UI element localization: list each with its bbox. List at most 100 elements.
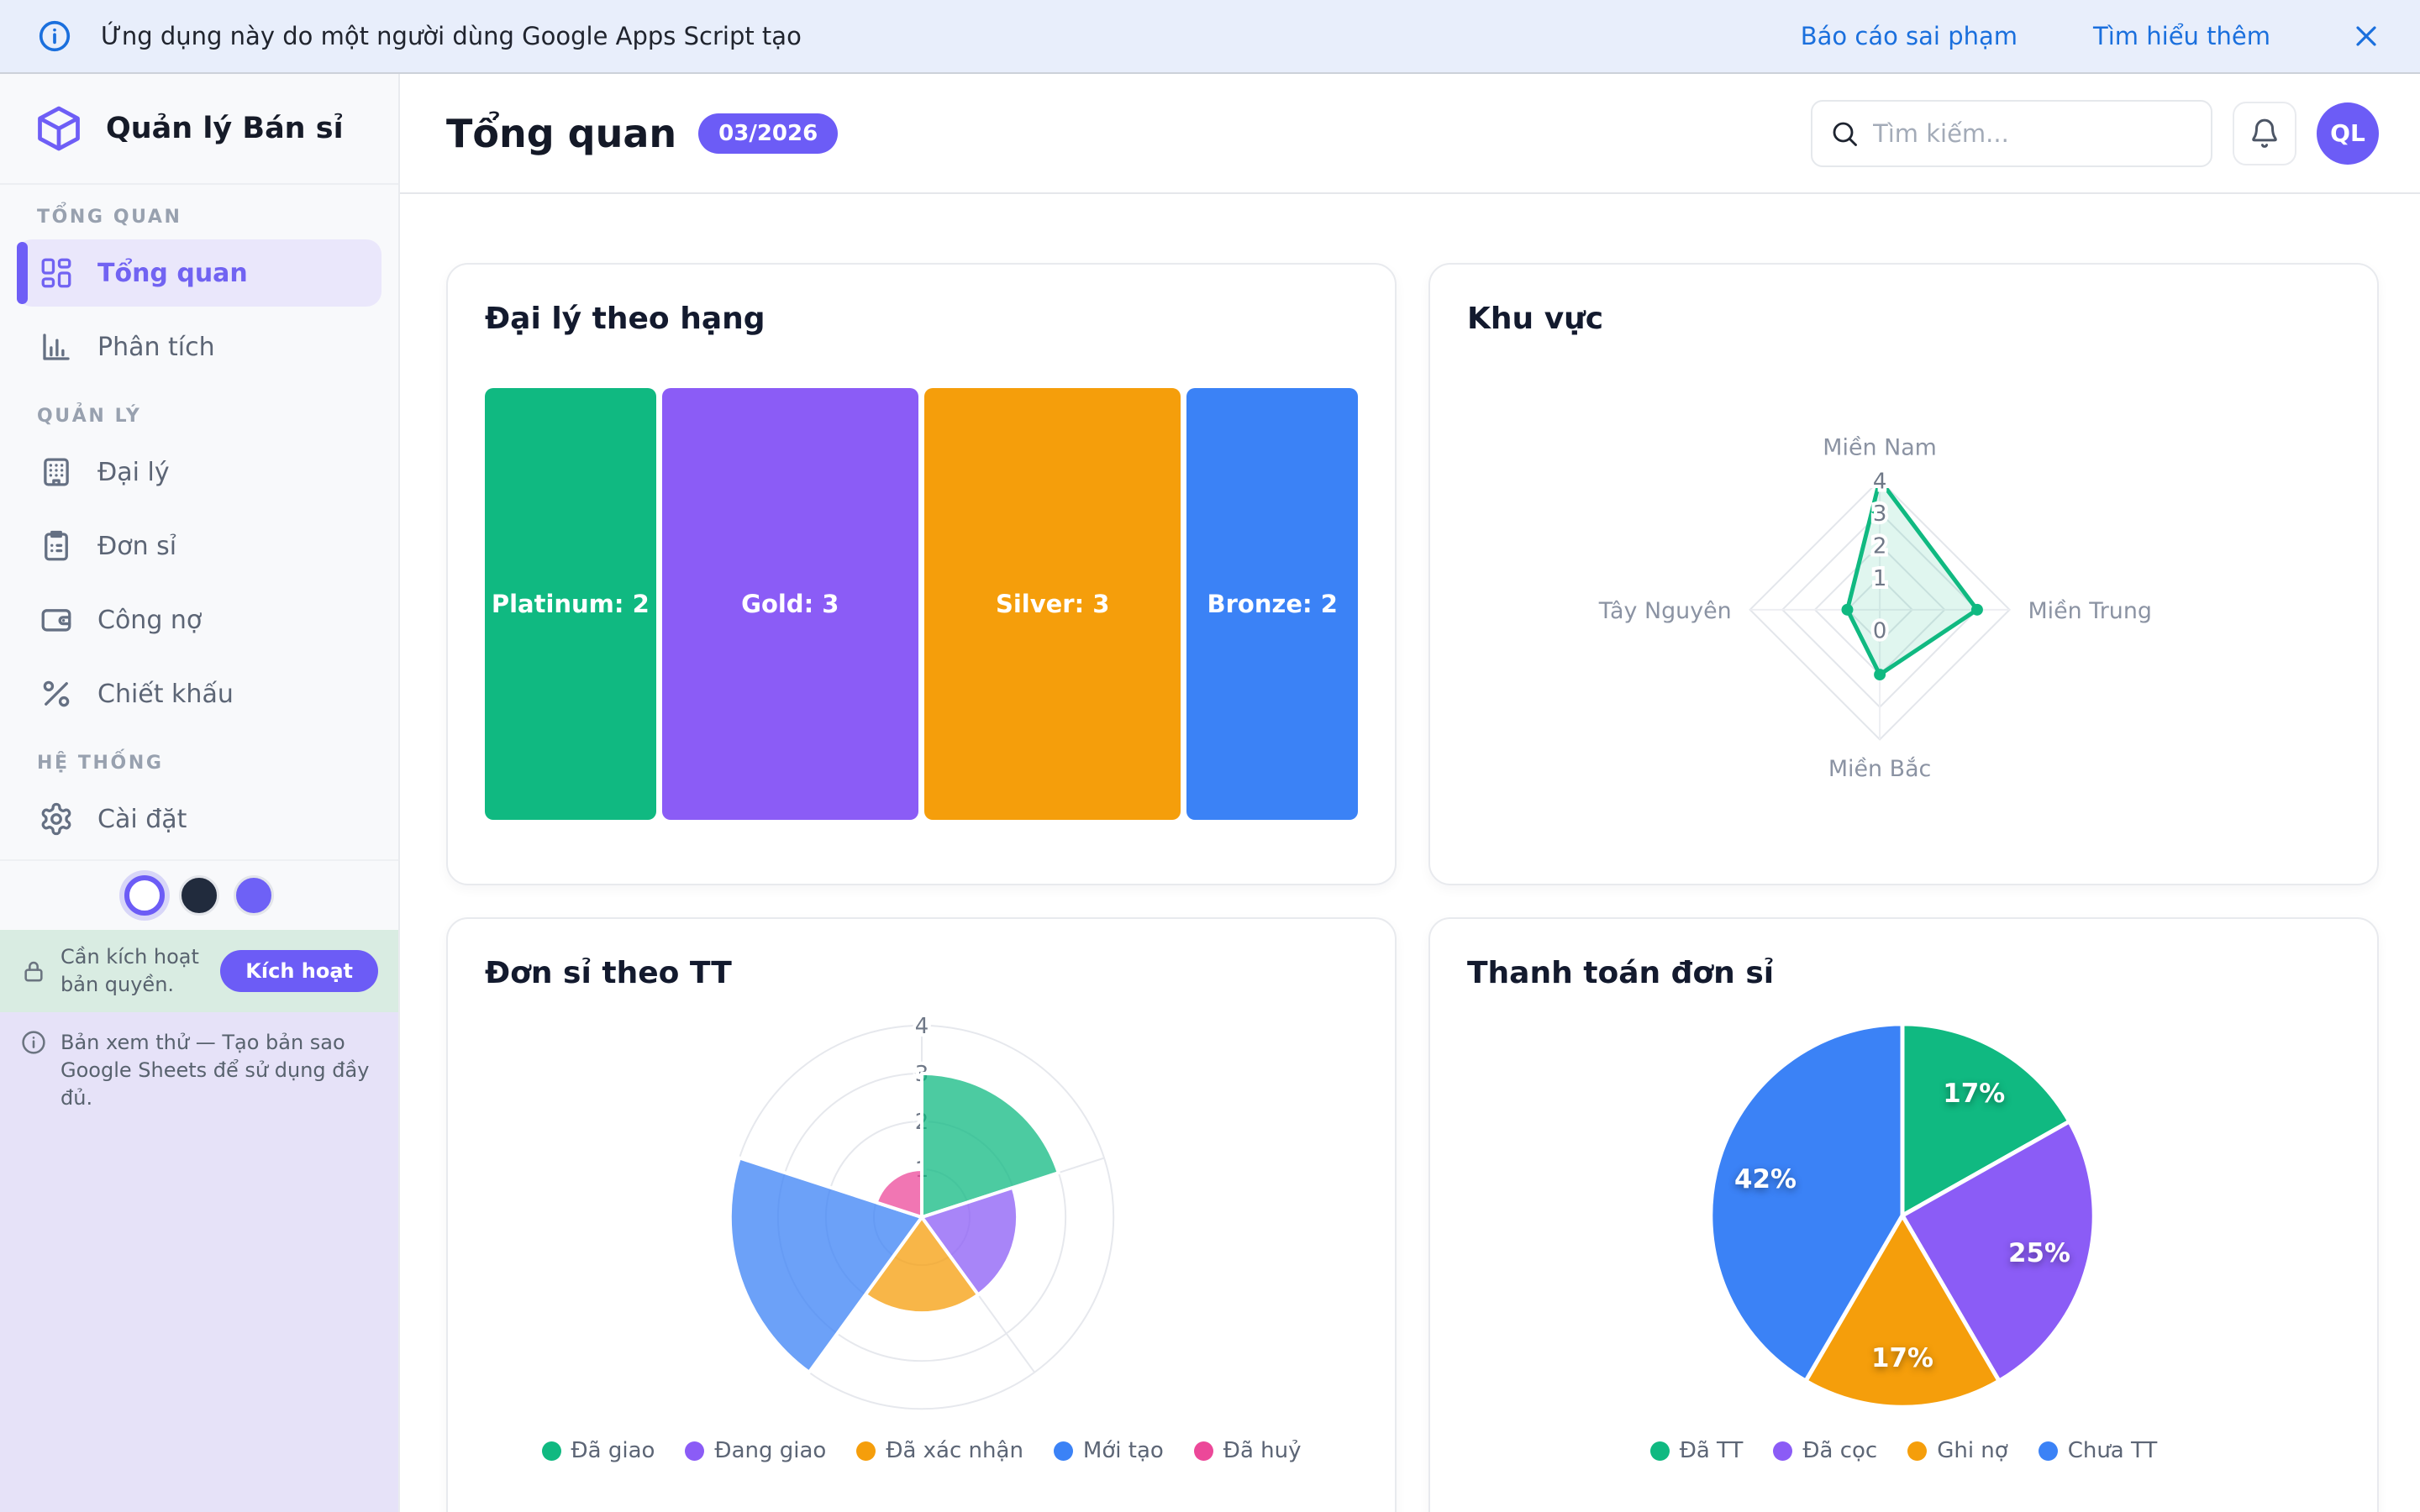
polar-sector-4[interactable]: [874, 1168, 923, 1220]
polar-sector-2[interactable]: [863, 1215, 981, 1315]
svg-text:2: 2: [1873, 534, 1886, 559]
pie-slice-2[interactable]: [1803, 1213, 2002, 1410]
sidebar-item-label: Công nợ: [97, 605, 203, 635]
theme-swatches: [0, 859, 398, 930]
gear-icon: [39, 801, 74, 837]
cube-logo-icon: [34, 103, 84, 154]
legend-dot: [685, 1441, 705, 1461]
legend-label: Đã xác nhận: [886, 1438, 1023, 1463]
legend-item[interactable]: Đã giao: [541, 1438, 655, 1463]
legend-item[interactable]: Ghi nợ: [1907, 1438, 2008, 1463]
polar-legend: Đã giao Đang giao Đã xác nhận Mới tạo Đã huỷ: [448, 1438, 1395, 1463]
sidebar-item-phan-tich[interactable]: Phân tích: [17, 313, 381, 381]
legend-item[interactable]: Đã xác nhận: [856, 1438, 1023, 1463]
card-title: Đại lý theo hạng: [485, 302, 765, 336]
legend-label: Đã huỷ: [1223, 1438, 1302, 1463]
legend-dot: [1053, 1441, 1073, 1461]
theme-swatch-purple[interactable]: [234, 875, 274, 916]
legend-item[interactable]: Chưa TT: [2038, 1438, 2158, 1463]
treemap-block-gold[interactable]: Gold: 3: [661, 388, 918, 820]
svg-text:4: 4: [915, 1014, 929, 1039]
card-agents-by-tier: Đại lý theo hạng Platinum: 2 Gold: 3 Silve…: [446, 263, 1397, 885]
sidebar-item-cong-no[interactable]: Công nợ: [17, 586, 381, 654]
svg-text:Miền Trung: Miền Trung: [2028, 598, 2152, 624]
legend-item[interactable]: Đang giao: [685, 1438, 826, 1463]
pie-slice-0[interactable]: [1900, 1021, 2072, 1218]
legend-dot: [1193, 1441, 1213, 1461]
notifications-button[interactable]: [2233, 101, 2296, 165]
legend-item[interactable]: Đã cọc: [1773, 1438, 1877, 1463]
legend-label: Ghi nợ: [1937, 1438, 2008, 1463]
card-order-payments: Thanh toán đơn sỉ 17% 25% 17% 42% Đã TT Đã c…: [1428, 917, 2379, 1512]
svg-text:3: 3: [1873, 501, 1886, 527]
nav-section-label: QUẢN LÝ: [37, 406, 142, 427]
license-text: Cần kích hoạt bản quyền.: [60, 945, 199, 997]
info-icon: [37, 18, 72, 54]
main-header: Tổng quan 03/2026 QL: [400, 74, 2420, 194]
legend-dot: [1773, 1441, 1793, 1461]
bar-chart-icon: [39, 329, 74, 365]
banner-message: Ứng dụng này do một người dùng Google Ap…: [101, 22, 802, 50]
legend-label: Chưa TT: [2067, 1438, 2158, 1463]
pie-legend: Đã TT Đã cọc Ghi nợ Chưa TT: [1430, 1438, 2377, 1463]
theme-swatch-dark[interactable]: [179, 875, 219, 916]
legend-dot: [1907, 1441, 1928, 1461]
sidebar-item-tong-quan[interactable]: Tổng quan: [17, 239, 381, 307]
sidebar-item-dai-ly[interactable]: Đại lý: [17, 438, 381, 506]
treemap-block-bronze[interactable]: Bronze: 2: [1186, 388, 1358, 820]
svg-text:Tây Nguyên: Tây Nguyên: [1598, 598, 1732, 624]
polar-sector-0[interactable]: [920, 1071, 1060, 1220]
svg-text:42%: 42%: [1734, 1164, 1797, 1194]
sidebar-item-label: Đơn sỉ: [97, 531, 177, 561]
search-box: [1811, 99, 2212, 167]
treemap-block-platinum[interactable]: Platinum: 2: [485, 388, 656, 820]
main-area: Tổng quan 03/2026 QL Đại lý theo hạng Pl…: [400, 74, 2420, 1512]
building-icon: [39, 454, 74, 490]
theme-swatch-light[interactable]: [124, 875, 165, 916]
apps-script-banner: Ứng dụng này do một người dùng Google Ap…: [0, 0, 2420, 74]
card-title: Đơn sỉ theo TT: [485, 956, 732, 990]
dashboard-grid: Đại lý theo hạng Platinum: 2 Gold: 3 Silve…: [400, 194, 2420, 1512]
learn-more-link[interactable]: Tìm hiểu thêm: [2093, 22, 2270, 50]
pie-chart[interactable]: 17% 25% 17% 42%: [1430, 919, 2377, 1512]
sidebar-item-label: Cài đặt: [97, 804, 187, 834]
legend-dot: [2038, 1441, 2058, 1461]
app-title: Quản lý Bán sỉ: [106, 112, 344, 145]
treemap-block-silver[interactable]: Silver: 3: [924, 388, 1181, 820]
close-icon[interactable]: [2349, 19, 2383, 53]
svg-text:4: 4: [1873, 469, 1886, 494]
activate-button[interactable]: Kích hoạt: [220, 950, 378, 993]
radar-chart[interactable]: 0 1 2 3 4 Miền Nam Miền Trung Miền Bắc Tây Nguyê…: [1430, 265, 2377, 884]
avatar[interactable]: QL: [2317, 102, 2379, 165]
pie-slice-3[interactable]: [1708, 1021, 1905, 1383]
sidebar-item-chiet-khau[interactable]: Chiết khấu: [17, 660, 381, 727]
legend-item[interactable]: Mới tạo: [1053, 1438, 1164, 1463]
clipboard-icon: [39, 528, 74, 564]
svg-text:Miền Bắc: Miền Bắc: [1828, 756, 1932, 782]
treemap-chart: Platinum: 2 Gold: 3 Silver: 3 Bronze: 2: [485, 388, 1358, 820]
preview-banner: Bản xem thử — Tạo bản sao Google Sheets …: [0, 1012, 398, 1512]
treemap-block-label: Platinum: 2: [491, 590, 650, 618]
legend-item[interactable]: Đã huỷ: [1193, 1438, 1302, 1463]
percent-icon: [39, 676, 74, 711]
pie-slice-1[interactable]: [1900, 1119, 2096, 1383]
legend-item[interactable]: Đã TT: [1649, 1438, 1743, 1463]
polar-sector-3[interactable]: [728, 1156, 923, 1374]
report-abuse-link[interactable]: Báo cáo sai phạm: [1800, 22, 2018, 50]
polar-sector-1[interactable]: [920, 1185, 1020, 1297]
license-banner: Cần kích hoạt bản quyền. Kích hoạt: [0, 930, 398, 1013]
svg-text:17%: 17%: [1871, 1343, 1933, 1373]
bell-icon: [2249, 118, 2281, 150]
card-title: Thanh toán đơn sỉ: [1467, 956, 1775, 990]
wallet-icon: [39, 602, 74, 638]
preview-text: Bản xem thử — Tạo bản sao Google Sheets …: [60, 1031, 370, 1110]
search-input[interactable]: [1811, 99, 2212, 167]
legend-dot: [856, 1441, 876, 1461]
app-brand: Quản lý Bán sỉ: [0, 74, 398, 185]
sidebar-item-cai-dat[interactable]: Cài đặt: [17, 785, 381, 853]
sidebar-item-don-si[interactable]: Đơn sỉ: [17, 512, 381, 580]
legend-label: Đã giao: [571, 1438, 655, 1463]
